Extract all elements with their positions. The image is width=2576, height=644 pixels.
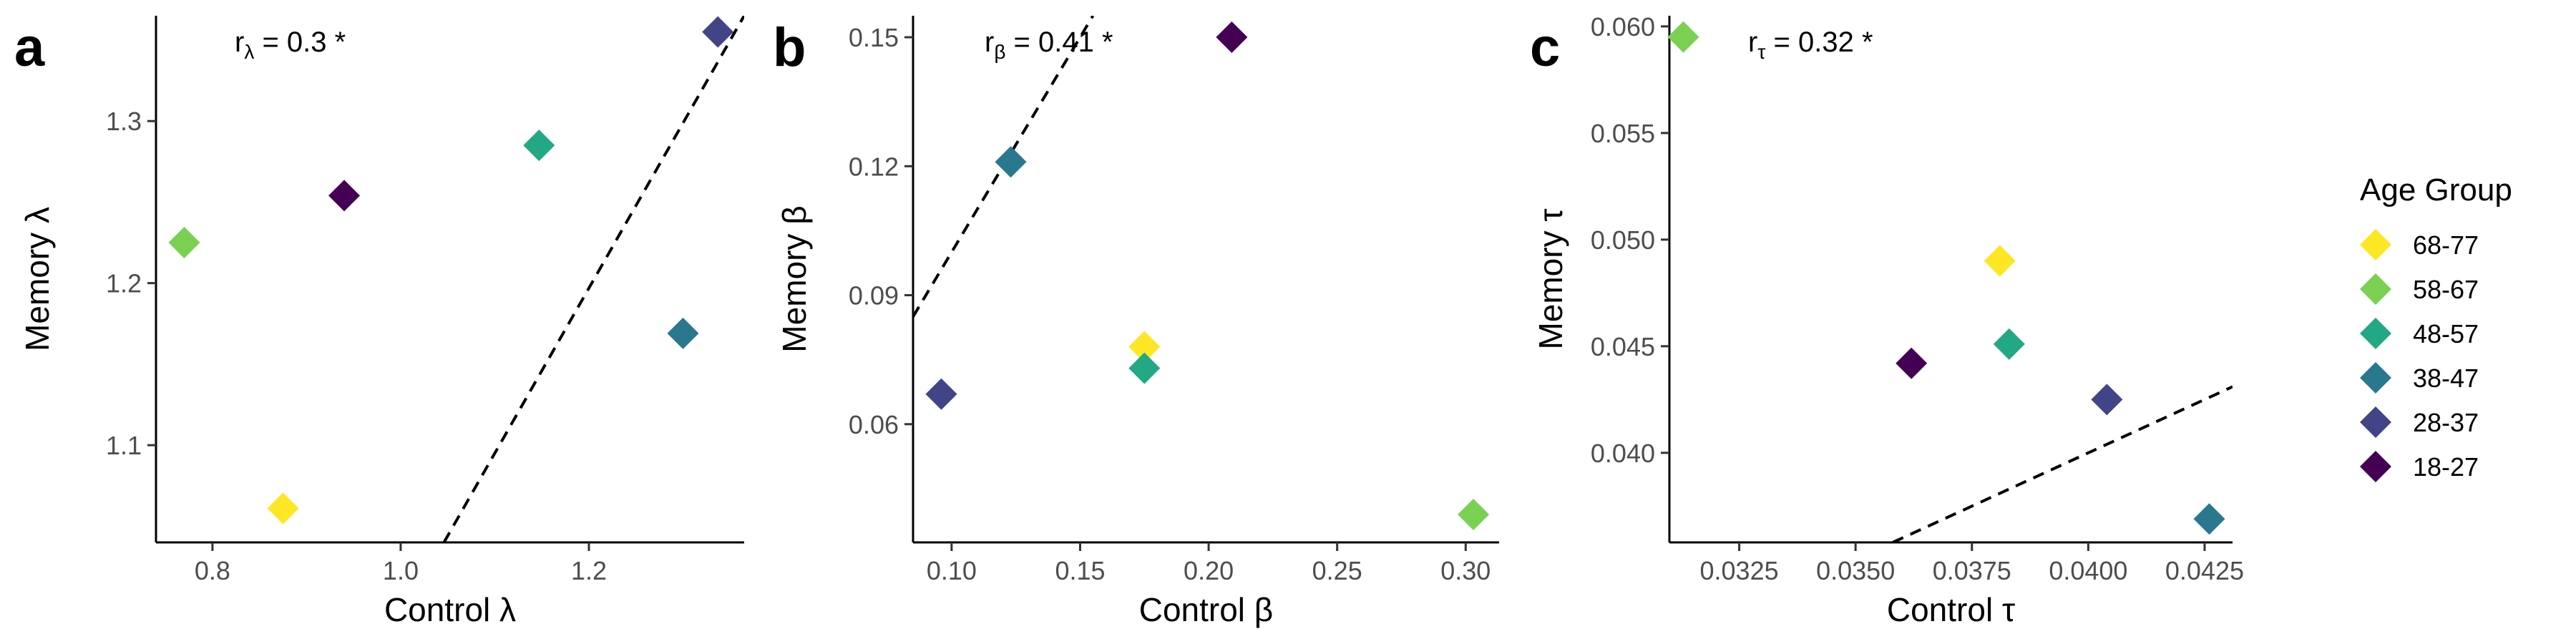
panel-label: b	[773, 17, 806, 78]
data-point-58-67	[1458, 498, 1490, 530]
y-tick-label: 0.06	[849, 410, 899, 439]
data-point-68-77	[267, 492, 299, 525]
panel-c: c 0.0325 0.0350 0.0375 0.0400 0.0425 0.040 0.04…	[1530, 12, 2244, 628]
legend-label: 48-57	[2413, 319, 2479, 348]
legend: Age Group 68-77 58-67 48-57 38-47 28-37 18-27	[2360, 172, 2512, 482]
data-point-28-37	[925, 378, 957, 410]
data-point-28-37	[702, 16, 734, 48]
panel-b: b 0.10 0.15 0.20 0.25 0.30 0.06 0.09 0.12 0.15 Con…	[773, 16, 1499, 628]
data-point-48-57	[523, 130, 555, 162]
panel-label: a	[14, 17, 45, 78]
data-point-18-27	[1896, 347, 1928, 379]
x-tick-label: 0.8	[195, 556, 230, 585]
legend-swatch	[2360, 229, 2391, 260]
x-tick-label: 0.0325	[1700, 556, 1779, 585]
reference-line	[442, 16, 744, 542]
legend-entries: 68-77 58-67 48-57 38-47 28-37 18-27	[2360, 229, 2479, 482]
x-tick-label: 0.0350	[1816, 556, 1895, 585]
legend-label: 28-37	[2413, 408, 2479, 437]
x-tick-label: 1.0	[383, 556, 419, 585]
y-tick-label: 0.060	[1591, 12, 1655, 42]
x-axis-label: Control τ	[1887, 591, 2015, 628]
legend-swatch	[2360, 406, 2391, 438]
data-point-58-67	[1667, 21, 1699, 53]
data-point-58-67	[168, 227, 200, 259]
panel-a: a 0.8 1.0 1.2 1.1 1.2 1.3 Control λ Memory λ rλ =…	[14, 16, 744, 628]
correlation-annotation: rλ = 0.3 *	[235, 26, 346, 63]
legend-title: Age Group	[2360, 172, 2512, 208]
x-tick-label: 0.0375	[1933, 556, 2011, 585]
data-point-48-57	[1993, 328, 2025, 360]
y-tick-label: 0.15	[849, 23, 899, 52]
y-tick-label: 1.1	[106, 431, 142, 460]
y-tick-label: 0.055	[1591, 119, 1655, 148]
x-tick-label: 0.15	[1055, 556, 1105, 585]
y-tick-label: 0.040	[1591, 439, 1655, 468]
data-point-68-77	[1984, 245, 2016, 277]
y-axis-label: Memory β	[776, 205, 813, 352]
y-axis-label: Memory τ	[1532, 208, 1569, 349]
correlation-annotation: rβ = 0.41 *	[985, 26, 1113, 63]
legend-label: 68-77	[2413, 230, 2479, 260]
x-tick-label: 0.0425	[2165, 556, 2244, 585]
y-tick-label: 0.09	[849, 281, 899, 311]
x-axis-label: Control β	[1139, 591, 1274, 628]
legend-swatch	[2360, 451, 2391, 482]
x-axis-label: Control λ	[384, 591, 516, 628]
correlation-annotation: rτ = 0.32 *	[1748, 26, 1873, 63]
x-tick-label: 0.10	[927, 556, 977, 585]
panel-label: c	[1530, 17, 1560, 78]
data-point-38-47	[667, 317, 699, 349]
y-tick-label: 0.12	[849, 152, 899, 181]
y-tick-label: 0.045	[1591, 332, 1655, 361]
data-point-68-77	[1128, 331, 1161, 363]
data-point-38-47	[2193, 503, 2225, 535]
legend-swatch	[2360, 318, 2391, 349]
data-point-18-27	[328, 180, 361, 212]
x-tick-label: 0.20	[1184, 556, 1234, 585]
y-tick-label: 1.2	[106, 269, 142, 298]
data-point-28-37	[2091, 384, 2123, 416]
data-point-18-27	[1216, 21, 1248, 54]
legend-swatch	[2360, 362, 2391, 394]
legend-label: 18-27	[2413, 452, 2479, 482]
x-tick-label: 0.30	[1440, 556, 1491, 585]
data-point-48-57	[1128, 352, 1161, 384]
x-tick-label: 1.2	[571, 556, 607, 585]
data-point-38-47	[995, 146, 1027, 178]
y-tick-label: 0.050	[1591, 225, 1655, 255]
legend-label: 38-47	[2413, 364, 2479, 393]
legend-swatch	[2360, 273, 2391, 305]
y-axis-label: Memory λ	[19, 207, 56, 351]
x-tick-label: 0.0400	[2049, 556, 2127, 585]
y-tick-label: 1.3	[106, 107, 142, 136]
x-tick-label: 0.25	[1312, 556, 1362, 585]
reference-line	[1892, 385, 2233, 542]
legend-label: 58-67	[2413, 275, 2479, 304]
